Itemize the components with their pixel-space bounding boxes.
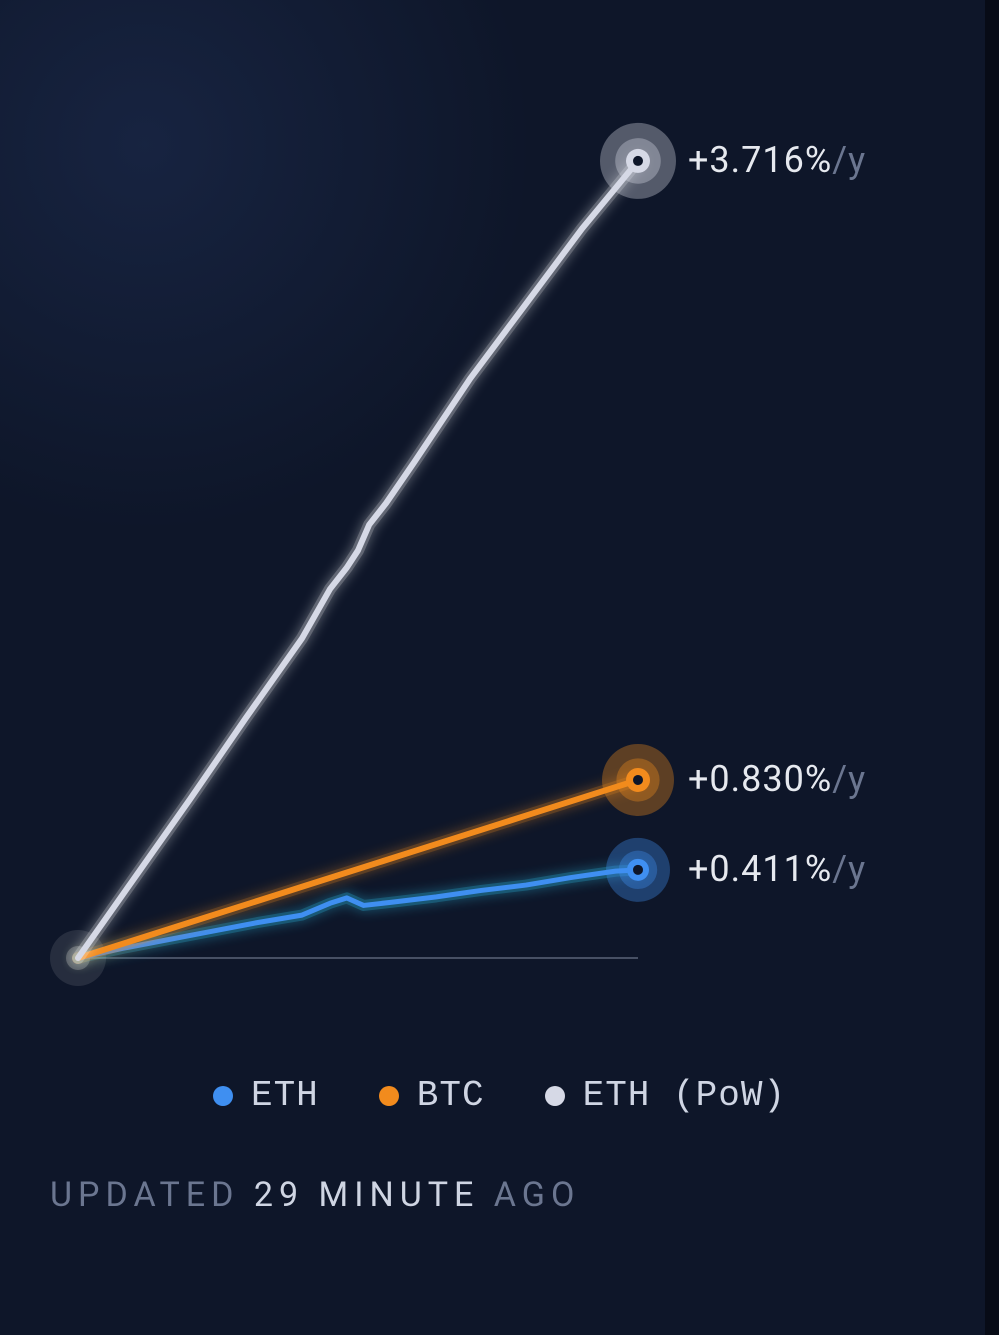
legend-label-eth: ETH (251, 1075, 319, 1116)
legend-label-eth-pow: ETH (PoW) (583, 1075, 786, 1116)
legend-item-eth-pow[interactable]: ETH (PoW) (545, 1075, 786, 1116)
end-label-btc: +0.830%/y (688, 758, 866, 800)
legend-inner: ETH BTC ETH (PoW) (213, 1075, 786, 1116)
updated-prefix: UPDATED (50, 1175, 254, 1215)
updated-suffix: AGO (479, 1175, 580, 1215)
end-label-eth-pow: +3.716%/y (688, 139, 866, 181)
end-label-value-btc: +0.830% (688, 758, 832, 800)
legend-item-eth[interactable]: ETH (213, 1075, 319, 1116)
end-label-value-eth-pow: +3.716% (688, 139, 832, 181)
legend-dot-btc (379, 1086, 399, 1106)
end-label-unit-btc: /y (832, 758, 866, 800)
end-label-value-eth: +0.411% (688, 848, 832, 890)
chart-container: +0.411%/y+0.830%/y+3.716%/y (0, 0, 999, 1335)
end-label-unit-eth-pow: /y (832, 139, 866, 181)
end-label-unit-eth: /y (832, 848, 866, 890)
right-edge-strip (985, 0, 999, 1335)
line-chart-svg (0, 0, 999, 1335)
legend-dot-eth (213, 1086, 233, 1106)
legend-label-btc: BTC (417, 1075, 485, 1116)
line-btc (78, 780, 638, 958)
legend: ETH BTC ETH (PoW) (0, 1075, 999, 1116)
legend-dot-eth-pow (545, 1086, 565, 1106)
updated-timestamp: UPDATED 29 MINUTE AGO (50, 1175, 580, 1215)
legend-item-btc[interactable]: BTC (379, 1075, 485, 1116)
updated-value: 29 MINUTE (254, 1175, 480, 1215)
end-label-eth: +0.411%/y (688, 848, 866, 890)
